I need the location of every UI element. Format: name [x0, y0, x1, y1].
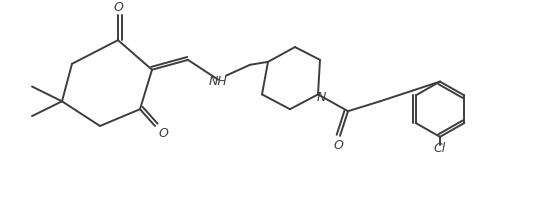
Text: O: O [333, 139, 343, 152]
Text: O: O [158, 127, 168, 140]
Text: NH: NH [209, 75, 228, 88]
Text: N: N [316, 91, 325, 104]
Text: Cl: Cl [434, 142, 446, 155]
Text: O: O [113, 1, 123, 14]
